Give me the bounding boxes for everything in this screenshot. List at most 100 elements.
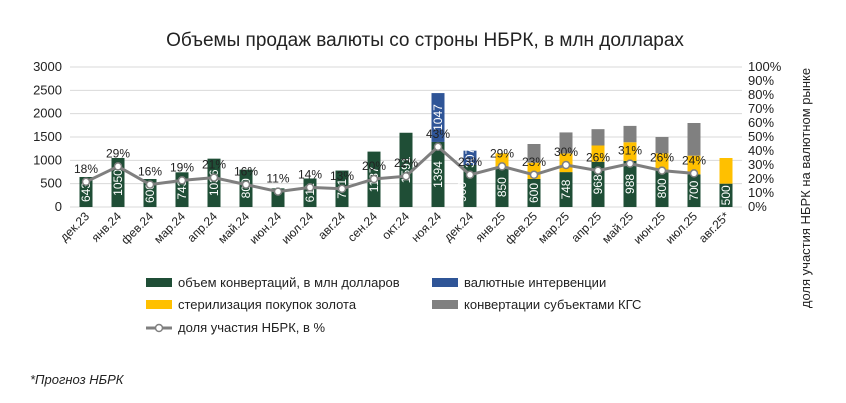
- x-tick-label: ноя.24: [408, 209, 444, 245]
- bar-value-label: 643: [79, 182, 93, 202]
- footnote: *Прогноз НБРК: [30, 372, 124, 387]
- bar-conversion: [111, 158, 125, 207]
- legend-intervention-swatch: [432, 278, 458, 287]
- share-point: [497, 162, 507, 171]
- legend-conversion-swatch: [146, 278, 172, 287]
- bar-value-label: 600: [143, 183, 157, 203]
- share-point: [209, 173, 219, 182]
- y2-tick-label: 10%: [748, 185, 774, 200]
- bar-value-label: 968: [591, 174, 605, 194]
- bar-conversion: [655, 169, 669, 207]
- y2-tick-label: 100%: [748, 59, 782, 74]
- bar-conversion: [495, 167, 509, 207]
- bar-conversion: [207, 158, 221, 207]
- bar-value-label: 748: [559, 179, 573, 199]
- share-label: 13%: [330, 169, 354, 183]
- x-tick-label: июн.24: [247, 209, 285, 247]
- y2-tick-label: 0%: [748, 199, 767, 214]
- y2-tick-label: 50%: [748, 129, 774, 144]
- bar-intervention: [463, 150, 477, 165]
- y-tick-label: 1000: [33, 152, 62, 167]
- legend-gold-sterilization-label: стерилизация покупок золота: [178, 297, 357, 312]
- legend-share-marker: [154, 323, 164, 333]
- x-tick-label: мар.25: [535, 209, 572, 246]
- bar-value-label: 800: [655, 178, 669, 198]
- bar-gold-sterilization: [719, 158, 733, 184]
- bar-conversion: [687, 174, 701, 207]
- bar-kgs-conversion: [655, 137, 669, 154]
- share-label: 43%: [426, 127, 450, 141]
- share-point: [113, 162, 123, 171]
- x-tick-label: фев.25: [502, 209, 540, 247]
- x-tick-label: сен.24: [345, 209, 381, 245]
- share-label: 30%: [554, 145, 578, 159]
- y-tick-label: 2000: [33, 106, 62, 121]
- bar-conversion: [527, 179, 541, 207]
- share-label: 18%: [74, 162, 98, 176]
- bar-value-label: 1050: [111, 169, 125, 196]
- bar-kgs-conversion: [623, 125, 637, 143]
- share-point: [81, 177, 91, 187]
- bar-kgs-conversion: [687, 123, 701, 156]
- bar-gold-sterilization: [623, 142, 637, 161]
- share-label: 24%: [682, 153, 706, 167]
- share-point: [689, 169, 699, 178]
- share-point: [305, 183, 315, 192]
- x-tick-label: авг.25*: [696, 209, 733, 246]
- bar-kgs-conversion: [559, 132, 573, 154]
- share-point: [177, 176, 187, 185]
- bar-value-label: 1036: [207, 169, 221, 196]
- y-tick-label: 500: [40, 176, 62, 191]
- bar-kgs-conversion: [527, 144, 541, 163]
- share-line: [85, 144, 695, 194]
- share-point: [369, 174, 379, 184]
- bar-value-label: 743: [175, 179, 189, 199]
- bar-value-label: 1047: [431, 104, 445, 131]
- y2-tick-label: 70%: [748, 101, 774, 116]
- bar-intervention: [431, 93, 445, 142]
- share-point: [273, 187, 283, 196]
- y-tick-label: 0: [55, 199, 62, 214]
- bar-value-label: 307: [463, 148, 477, 168]
- bar-conversion: [623, 160, 637, 207]
- x-tick-label: май.24: [215, 209, 252, 246]
- x-tick-label: мар.24: [151, 209, 188, 246]
- legend-gold-sterilization-swatch: [146, 300, 172, 309]
- share-point: [337, 184, 347, 194]
- chart-title: Объемы продаж валюты со строны НБРК, в м…: [166, 30, 684, 51]
- bar-value-label: 600: [527, 183, 541, 203]
- x-tick-label: июн.25: [631, 209, 669, 247]
- bar-conversion: [431, 141, 445, 207]
- y-tick-label: 3000: [33, 59, 62, 74]
- share-point: [433, 142, 443, 152]
- legend-kgs-conversion-label: конвертации субъектами КГС: [464, 297, 641, 312]
- share-label: 23%: [458, 155, 482, 169]
- y-tick-label: 2500: [33, 82, 62, 97]
- bar-value-label: 700: [687, 180, 701, 200]
- bar-value-label: 850: [495, 177, 509, 197]
- y2-tick-label: 80%: [748, 87, 774, 102]
- share-label: 19%: [170, 160, 194, 174]
- bar-conversion: [399, 132, 413, 207]
- bar-conversion: [719, 183, 733, 207]
- x-tick-label: июл.25: [663, 209, 701, 247]
- x-tick-label: апр.25: [568, 209, 604, 245]
- share-point: [625, 159, 635, 168]
- y2-tick-label: 60%: [748, 115, 774, 130]
- bar-gold-sterilization: [687, 155, 701, 175]
- x-tick-label: дек.23: [57, 209, 92, 244]
- bar-value-label: 500: [719, 185, 733, 205]
- share-label: 31%: [618, 144, 642, 158]
- share-label: 26%: [586, 151, 610, 165]
- y2-axis-label: доля участия НБРК на валютном рынке: [798, 68, 813, 308]
- bar-value-label: 988: [623, 174, 637, 194]
- x-tick-label: июл.24: [279, 209, 317, 247]
- share-label: 11%: [266, 172, 289, 186]
- legend-share-label: доля участия НБРК, в %: [178, 320, 326, 335]
- share-label: 23%: [522, 155, 546, 169]
- share-label: 14%: [298, 167, 322, 181]
- share-point: [529, 170, 539, 180]
- share-label: 26%: [650, 151, 674, 165]
